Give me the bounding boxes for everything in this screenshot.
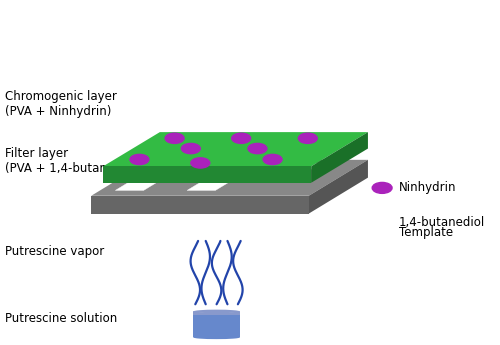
Polygon shape	[311, 132, 368, 183]
Polygon shape	[193, 312, 240, 337]
Ellipse shape	[192, 335, 242, 340]
Polygon shape	[92, 196, 309, 214]
FancyBboxPatch shape	[375, 219, 389, 229]
Polygon shape	[187, 179, 234, 190]
Polygon shape	[103, 166, 311, 183]
Ellipse shape	[232, 133, 250, 144]
Polygon shape	[274, 164, 320, 175]
Text: Putrescine vapor: Putrescine vapor	[5, 245, 104, 258]
Ellipse shape	[130, 154, 149, 165]
Text: Ninhydrin: Ninhydrin	[398, 181, 456, 194]
Ellipse shape	[182, 144, 201, 154]
Ellipse shape	[248, 144, 267, 154]
Polygon shape	[309, 160, 368, 214]
Ellipse shape	[165, 133, 184, 144]
Text: Putrescine solution: Putrescine solution	[5, 313, 117, 325]
Ellipse shape	[372, 183, 392, 194]
Text: 1,4-butanediol: 1,4-butanediol	[398, 216, 485, 229]
Ellipse shape	[192, 307, 242, 312]
Polygon shape	[192, 309, 242, 337]
Ellipse shape	[263, 154, 282, 165]
Ellipse shape	[191, 158, 210, 168]
Polygon shape	[103, 132, 368, 166]
Ellipse shape	[193, 310, 240, 313]
Ellipse shape	[193, 336, 240, 339]
Ellipse shape	[298, 133, 317, 144]
Polygon shape	[193, 312, 240, 315]
Text: Chromogenic layer
(PVA + Ninhydrin): Chromogenic layer (PVA + Ninhydrin)	[5, 90, 117, 118]
Text: Template: Template	[398, 226, 453, 239]
Polygon shape	[92, 160, 368, 196]
Text: Filter layer
(PVA + 1,4-butanediol): Filter layer (PVA + 1,4-butanediol)	[5, 147, 140, 175]
Polygon shape	[116, 179, 162, 190]
